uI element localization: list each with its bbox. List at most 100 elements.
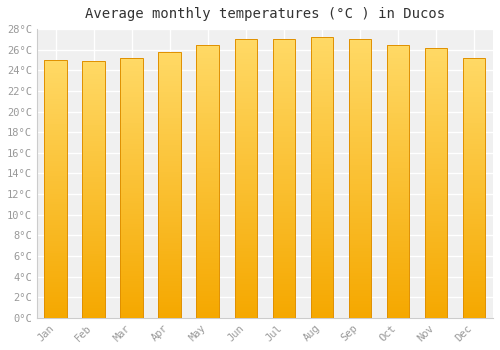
Bar	[310, 166, 334, 169]
Bar	[272, 73, 295, 76]
Bar	[120, 162, 144, 164]
Bar	[272, 42, 295, 45]
Bar	[272, 190, 295, 193]
Bar	[196, 250, 220, 252]
Bar	[424, 264, 448, 266]
Bar	[272, 165, 295, 168]
Bar	[120, 284, 144, 287]
Bar	[272, 173, 295, 176]
Bar	[424, 104, 448, 107]
Bar	[82, 148, 105, 151]
Bar	[196, 266, 220, 269]
Bar	[348, 173, 372, 176]
Bar	[272, 90, 295, 92]
Bar	[462, 287, 485, 289]
Bar	[44, 289, 67, 292]
Bar	[44, 199, 67, 202]
Bar	[424, 48, 448, 50]
Bar	[272, 151, 295, 154]
Bar	[424, 315, 448, 318]
Bar	[424, 307, 448, 310]
Bar	[158, 225, 182, 228]
Bar	[82, 79, 105, 82]
Bar	[348, 309, 372, 312]
Bar	[196, 211, 220, 214]
Bar	[82, 233, 105, 236]
Bar	[196, 244, 220, 247]
Bar	[44, 191, 67, 194]
Bar	[158, 251, 182, 254]
Bar	[120, 185, 144, 188]
Bar	[44, 189, 67, 191]
Bar	[44, 315, 67, 318]
Bar	[120, 177, 144, 180]
Bar	[82, 277, 105, 279]
Bar	[310, 237, 334, 239]
Bar	[310, 203, 334, 206]
Bar	[158, 217, 182, 219]
Bar	[120, 292, 144, 294]
Bar	[82, 243, 105, 246]
Bar	[462, 112, 485, 115]
Bar	[234, 103, 258, 106]
Bar	[310, 194, 334, 197]
Bar	[462, 162, 485, 164]
Bar	[158, 278, 182, 281]
Bar	[158, 209, 182, 211]
Bar	[120, 211, 144, 214]
Bar	[234, 128, 258, 131]
Bar	[272, 265, 295, 268]
Bar	[310, 172, 334, 175]
Bar	[386, 61, 409, 64]
Bar	[196, 85, 220, 88]
Bar	[386, 55, 409, 58]
Bar	[348, 142, 372, 145]
Bar	[158, 92, 182, 94]
Bar	[386, 299, 409, 301]
Bar	[310, 242, 334, 245]
Bar	[82, 289, 105, 292]
Bar	[120, 266, 144, 268]
Bar	[462, 284, 485, 287]
Bar	[424, 129, 448, 131]
Bar	[44, 302, 67, 305]
Bar	[424, 93, 448, 96]
Bar	[44, 88, 67, 91]
Bar	[120, 118, 144, 120]
Bar	[196, 129, 220, 132]
Bar	[44, 174, 67, 176]
Bar	[310, 99, 334, 102]
Bar	[44, 233, 67, 235]
Bar	[462, 177, 485, 180]
Bar	[348, 285, 372, 287]
Bar	[234, 240, 258, 243]
Bar	[462, 58, 485, 61]
Bar	[424, 172, 448, 175]
Bar	[196, 290, 220, 293]
Bar	[82, 179, 105, 182]
Bar	[310, 105, 334, 107]
Bar	[310, 312, 334, 315]
Bar	[120, 84, 144, 86]
Bar	[120, 183, 144, 185]
Bar	[234, 276, 258, 279]
Bar	[310, 71, 334, 74]
Bar	[44, 181, 67, 184]
Bar	[462, 123, 485, 126]
Bar	[424, 142, 448, 145]
Bar	[462, 268, 485, 271]
Bar	[234, 70, 258, 73]
Bar	[196, 189, 220, 192]
Bar	[82, 197, 105, 200]
Bar	[310, 189, 334, 191]
Bar	[120, 102, 144, 105]
Bar	[462, 66, 485, 68]
Bar	[424, 169, 448, 172]
Bar	[234, 229, 258, 232]
Bar	[386, 184, 409, 187]
Bar	[272, 137, 295, 140]
Bar	[386, 44, 409, 318]
Bar	[158, 275, 182, 278]
Bar	[44, 313, 67, 315]
Bar	[272, 59, 295, 62]
